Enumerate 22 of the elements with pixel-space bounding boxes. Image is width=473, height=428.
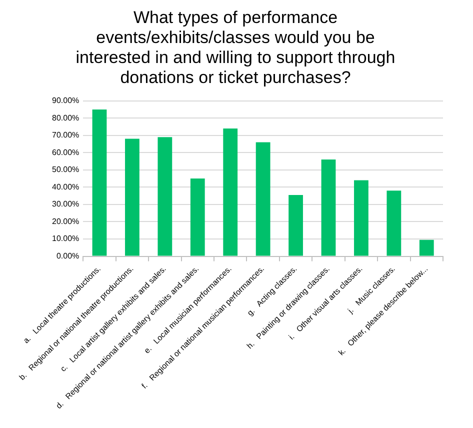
y-tick-label: 60.00%: [52, 148, 80, 157]
bar: [158, 137, 172, 256]
y-tick-label: 90.00%: [52, 96, 80, 106]
y-tick-label: 50.00%: [52, 165, 80, 174]
bar: [92, 109, 107, 256]
bar: [256, 142, 270, 256]
y-tick-label: 20.00%: [52, 216, 80, 226]
y-tick-label: 70.00%: [52, 130, 80, 140]
bar: [125, 138, 140, 256]
bar: [223, 128, 238, 256]
bar: [354, 180, 368, 256]
y-tick-label: 30.00%: [52, 200, 80, 209]
bar: [386, 190, 402, 256]
bar: [419, 240, 434, 256]
y-tick-label: 10.00%: [52, 234, 80, 244]
bar: [321, 160, 336, 256]
y-tick-label: 40.00%: [52, 182, 80, 192]
bar: [190, 178, 205, 256]
y-tick-label: 0.00%: [56, 251, 80, 260]
bar: [288, 194, 303, 256]
chart-title: What types of performance events/exhibits/classes would you be interested in and willing to support through donations or ticket purchases?: [74, 8, 396, 89]
y-tick-label: 80.00%: [52, 113, 80, 122]
